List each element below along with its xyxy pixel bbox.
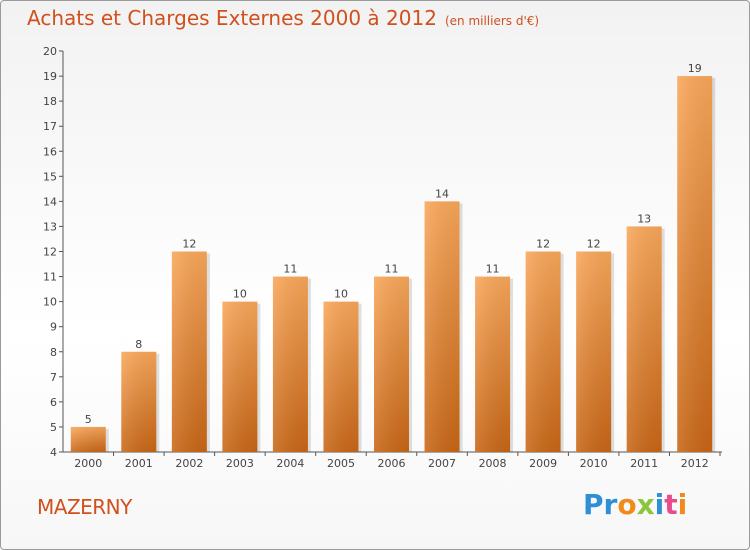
bar-highlight bbox=[121, 351, 157, 452]
y-tick-label: 18 bbox=[43, 95, 57, 108]
y-tick-label: 6 bbox=[50, 396, 57, 409]
y-tick-label: 8 bbox=[50, 346, 57, 359]
bar-value-label: 12 bbox=[182, 238, 196, 251]
x-tick-label: 2002 bbox=[175, 457, 203, 470]
x-tick-label: 2011 bbox=[630, 457, 658, 470]
proxiti-logo[interactable]: Proxiti bbox=[583, 488, 687, 521]
bar-highlight bbox=[677, 76, 713, 452]
logo-letter: o bbox=[617, 488, 637, 521]
x-tick-label: 2004 bbox=[276, 457, 304, 470]
logo-letter: i bbox=[654, 488, 665, 521]
bar-value-label: 19 bbox=[688, 62, 702, 75]
x-tick-label: 2005 bbox=[327, 457, 355, 470]
bar-highlight bbox=[626, 226, 662, 452]
logo-letter: i bbox=[677, 488, 688, 521]
bar-highlight bbox=[70, 426, 106, 452]
bar-value-label: 12 bbox=[536, 238, 550, 251]
chart-unit: (en milliers d'€) bbox=[444, 14, 540, 28]
bar-highlight bbox=[525, 251, 561, 452]
x-tick-label: 2009 bbox=[529, 457, 557, 470]
chart-title: Achats et Charges Externes 2000 à 2012 (e… bbox=[27, 6, 539, 30]
bar-highlight bbox=[475, 276, 511, 452]
bar-highlight bbox=[272, 276, 308, 452]
y-tick-label: 10 bbox=[43, 296, 57, 309]
bar-value-label: 8 bbox=[135, 338, 142, 351]
x-tick-label: 2000 bbox=[74, 457, 102, 470]
chart-title-text: Achats et Charges Externes 2000 à 2012 bbox=[27, 6, 437, 30]
bar-value-label: 10 bbox=[233, 288, 247, 301]
y-tick-label: 14 bbox=[43, 195, 57, 208]
bar-value-label: 11 bbox=[385, 263, 399, 276]
y-axis: 4 5 6 7 8 9 10 11 12 13 14 15 16 17 18 19 20 bbox=[43, 45, 64, 459]
bar-value-label: 11 bbox=[486, 263, 500, 276]
x-tick-label: 2001 bbox=[125, 457, 153, 470]
y-tick-label: 20 bbox=[43, 45, 57, 58]
commune-name: MAZERNY bbox=[37, 495, 132, 519]
bar-highlight bbox=[323, 301, 359, 452]
logo-letter: r bbox=[603, 488, 618, 521]
x-tick-label: 2012 bbox=[681, 457, 709, 470]
logo-letter: P bbox=[583, 488, 604, 521]
bar-highlight bbox=[222, 301, 258, 452]
y-tick-label: 15 bbox=[43, 170, 57, 183]
bar-highlight bbox=[576, 251, 612, 452]
bar-highlight bbox=[424, 201, 460, 452]
bar-value-label: 10 bbox=[334, 288, 348, 301]
y-tick-label: 9 bbox=[50, 321, 57, 334]
logo-letter: x bbox=[636, 488, 655, 521]
y-tick-label: 19 bbox=[43, 70, 57, 83]
x-tick-label: 2007 bbox=[428, 457, 456, 470]
x-tick-label: 2008 bbox=[479, 457, 507, 470]
bar-value-label: 5 bbox=[85, 413, 92, 426]
x-tick-label: 2003 bbox=[226, 457, 254, 470]
x-axis: 2000 2001 2002 2003 2004 2005 2006 2007 2008 2009… bbox=[63, 451, 722, 470]
x-tick-label: 2010 bbox=[580, 457, 608, 470]
y-tick-label: 5 bbox=[50, 421, 57, 434]
y-tick-label: 4 bbox=[50, 446, 57, 459]
bar-value-label: 12 bbox=[587, 238, 601, 251]
logo-letter: t bbox=[664, 488, 678, 521]
y-tick-label: 11 bbox=[43, 271, 57, 284]
bar-value-label: 13 bbox=[637, 212, 651, 225]
bar-labels: 5 8 12 10 11 10 11 14 11 12 12 13 19 bbox=[85, 62, 702, 426]
bars bbox=[70, 76, 716, 452]
y-tick-label: 12 bbox=[43, 246, 57, 259]
bar-value-label: 14 bbox=[435, 187, 449, 200]
y-tick-label: 16 bbox=[43, 145, 57, 158]
bar-highlight bbox=[374, 276, 409, 452]
y-tick-label: 7 bbox=[50, 371, 57, 384]
bar-highlight bbox=[171, 251, 207, 452]
bar-value-label: 11 bbox=[283, 263, 297, 276]
x-tick-label: 2006 bbox=[378, 457, 406, 470]
y-tick-label: 17 bbox=[43, 120, 57, 133]
y-tick-label: 13 bbox=[43, 220, 57, 233]
